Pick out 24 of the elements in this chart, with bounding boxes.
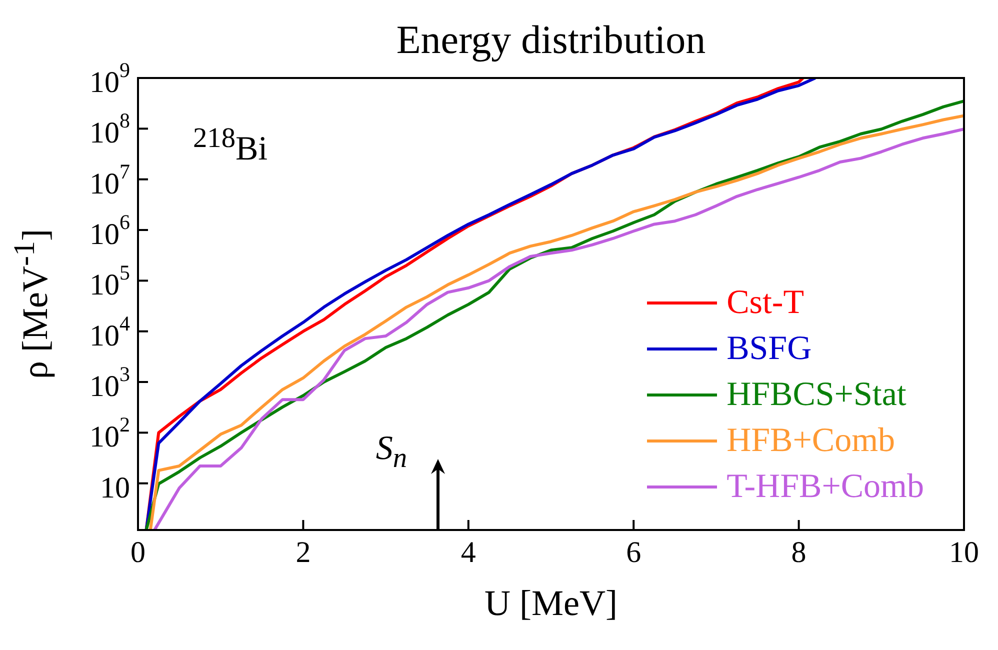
y-tick-label: 10$^{4}$ bbox=[90, 311, 130, 352]
x-tick-label: 2 bbox=[296, 536, 311, 569]
x-tick-label: 4 bbox=[460, 536, 476, 569]
x-axis-title: U [MeV] bbox=[484, 582, 618, 624]
annotation: S$_{n}$ bbox=[376, 430, 407, 475]
x-tick-label: 10 bbox=[949, 536, 979, 569]
legend-label: HFB+Comb bbox=[726, 422, 896, 460]
y-tick-label: 10 bbox=[100, 470, 130, 504]
y-tick-label: 10$^{9}$ bbox=[90, 58, 130, 98]
legend-label: T-HFB+Comb bbox=[726, 468, 924, 506]
y-tick-label: 10$^{5}$ bbox=[90, 260, 130, 302]
legend-label: HFBCS+Stat bbox=[726, 376, 906, 414]
y-tick-label: 10$^{7}$ bbox=[90, 159, 130, 200]
x-tick-label: 8 bbox=[791, 536, 806, 569]
y-tick-label: 10$^{3}$ bbox=[90, 362, 130, 403]
y-tick-label: 10$^{6}$ bbox=[90, 210, 130, 251]
x-tick-label: 0 bbox=[130, 536, 146, 569]
y-tick-label: 10$^{2}$ bbox=[90, 412, 130, 454]
x-tick-label: 6 bbox=[626, 536, 642, 569]
y-tick-label: 10$^{8}$ bbox=[90, 108, 130, 150]
legend-label: BSFG bbox=[726, 330, 812, 368]
chart-title: Energy distribution bbox=[395, 16, 707, 63]
legend-label: Cst-T bbox=[726, 284, 804, 322]
annotation: $^{218}$Bi bbox=[193, 123, 268, 168]
